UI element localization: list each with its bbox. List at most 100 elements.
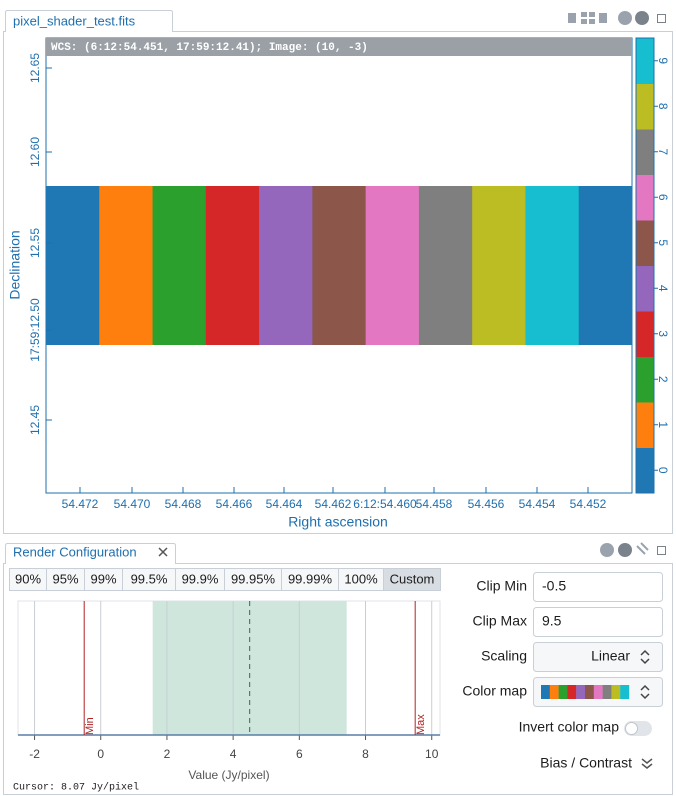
percentile-label: 99.95% [231,571,276,586]
colorbar-label: 8 [656,103,670,110]
x-tick-label: 4 [230,747,237,761]
x-tick-label: 54.466 [216,497,253,511]
help-icon[interactable] [618,543,632,557]
image-tab-title: pixel_shader_test.fits [13,13,136,28]
image-tab[interactable] [5,10,173,33]
swatch-cell [567,685,577,699]
select-arrows [640,649,650,665]
scaling-label: Scaling [481,648,527,664]
pixel [472,186,526,345]
layout-icon[interactable] [581,12,587,17]
layout-icon [581,19,587,24]
x-tick-label: 54.472 [62,497,99,511]
colorbar-label: 9 [656,57,670,64]
x-tick-label: 54.452 [570,497,607,511]
clip-min-label: Clip Min [476,578,527,594]
colorbar-label: 5 [656,239,670,246]
percentile-label: 99.9% [182,571,219,586]
maximize-icon[interactable] [657,14,666,23]
swatch-cell [602,685,612,699]
render-tab[interactable] [5,543,176,565]
x-tick-label: 6:12:54.460 [353,497,417,511]
pixel [99,186,154,345]
color-map-swatch [541,685,630,699]
settings-icon[interactable] [600,543,614,557]
select-arrows [640,684,650,700]
close-icon[interactable] [158,547,168,557]
pixel [578,186,633,345]
clip-max-label: Clip Max [473,613,527,629]
scaling-value: Linear [591,648,630,664]
x-tick-label: 54.462 [315,497,352,511]
wcs-info: WCS: (6:12:54.451, 17:59:12.41); Image: … [51,42,368,54]
percentile-label: 95% [52,571,78,586]
color-map-label: Color map [462,683,527,699]
pixel [525,186,580,345]
percentile-label: 99.5% [131,571,168,586]
pixel [205,186,260,345]
x-tick-label: 8 [362,747,369,761]
clip-min-value: -0.5 [542,578,566,594]
cursor-info: Cursor: 8.07 Jy/pixel [13,782,139,794]
y-tick-label: 17:59:12.50 [28,298,42,362]
pixel-strip [46,186,633,345]
swatch-cell [558,685,568,699]
pixel [312,186,367,345]
help-icon[interactable] [635,11,649,25]
clip-max-value: 9.5 [542,613,562,629]
last-icon[interactable] [599,13,607,23]
pixel [418,186,473,345]
colorbar-frame [635,37,655,494]
pixel [259,186,313,345]
swatch-cell [541,685,550,699]
percentile-label: 100% [344,571,378,586]
percentile-label: Custom [390,571,435,586]
colorbar-cell [636,38,654,84]
percentile-button[interactable] [383,568,441,591]
x-tick-label: 0 [97,747,104,761]
expand-icon[interactable] [641,758,653,769]
swatch-cell [611,685,621,699]
histogram-x-label: Value (Jy/pixel) [188,768,269,782]
swatch-cell [549,685,559,699]
clip-max-input[interactable] [533,607,663,637]
clip-marker: Max [415,714,427,735]
swatch-cell [593,685,603,699]
x-tick-label: 54.456 [468,497,505,511]
x-tick-label: 2 [164,747,171,761]
colorbar-label: 1 [656,421,670,428]
x-tick-label: 54.454 [519,497,556,511]
x-tick-label: 54.464 [266,497,303,511]
colorbar-cell [636,356,654,403]
colorbar-cell [636,265,654,312]
pin-icon[interactable] [636,542,649,555]
render-form: Clip Min -0.5 Clip Max 9.5 Scaling Linea… [462,572,663,771]
scaling-select[interactable] [533,642,663,672]
swatch-cell [576,685,586,699]
colorbar: 0 1 2 3 4 5 6 7 8 9 [635,37,670,494]
first-icon[interactable] [568,13,576,23]
render-tab-title: Render Configuration [13,544,137,559]
switch-knob [625,722,638,735]
y-tick-label: 12.55 [28,228,42,258]
swatch-cell [585,685,594,699]
bias-contrast[interactable]: Bias / Contrast [540,755,632,771]
settings-icon[interactable] [618,11,632,25]
swatch-cell [620,685,630,699]
colorbar-label: 7 [656,148,670,155]
colorbar-cell [636,129,654,175]
x-ticks: 54.472 54.470 54.468 54.466 54.464 54.462 6:12… [62,487,607,511]
percentile-buttons: 90% 95% 99% 99.5% 99.9% 99.95% 99.99% 100% Custo… [9,568,441,591]
colorbar-cell [636,174,654,221]
maximize-icon[interactable] [657,546,666,555]
percentile-label: 90% [15,571,41,586]
invert-label: Invert color map [519,719,620,735]
pixel [152,186,207,345]
colorbar-cell [636,220,654,266]
clip-marker: Min [84,717,96,735]
clip-min-input[interactable] [533,572,663,602]
x-tick-label: 10 [425,747,439,761]
colorbar-cell [636,402,654,448]
pixel [365,186,420,345]
